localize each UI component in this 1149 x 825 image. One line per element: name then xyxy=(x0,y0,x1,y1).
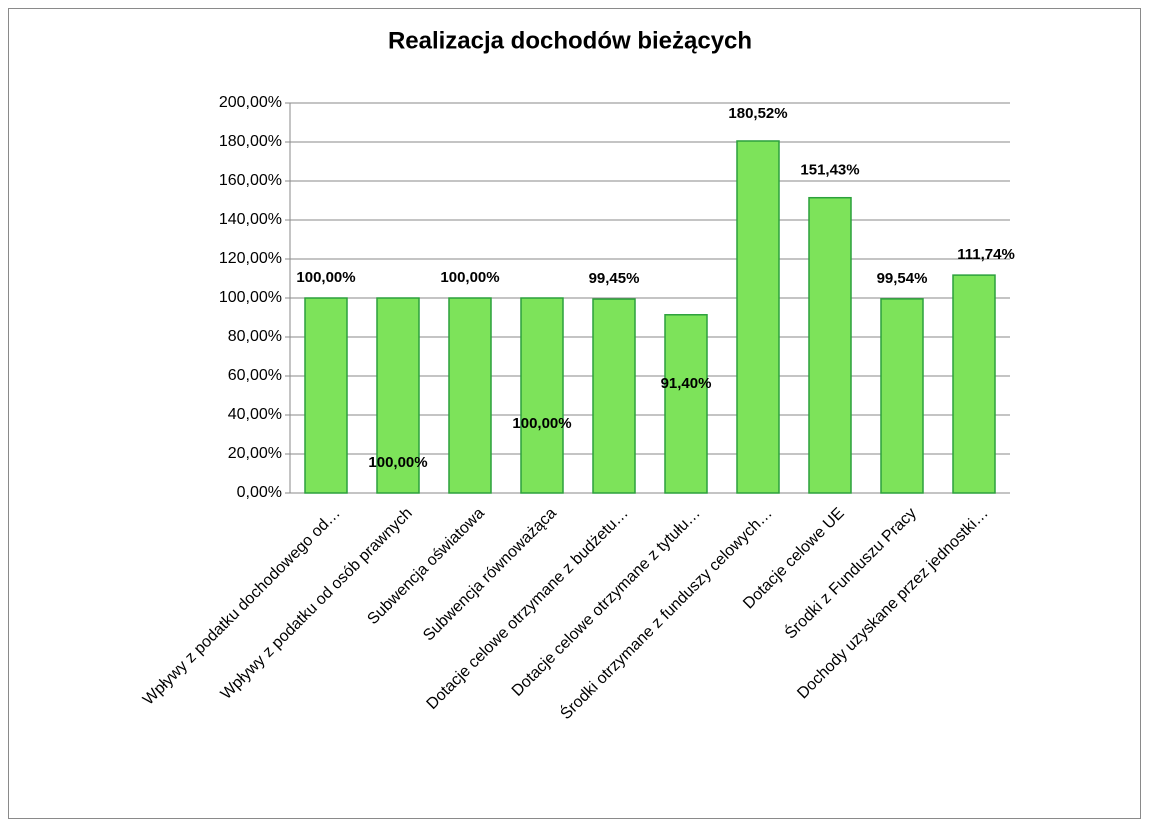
data-label: 99,45% xyxy=(589,270,640,287)
y-tick-label: 20,00% xyxy=(228,445,282,462)
data-label: 180,52% xyxy=(728,105,787,122)
data-label: 100,00% xyxy=(440,269,499,286)
data-label: 100,00% xyxy=(512,415,571,432)
bar xyxy=(592,298,636,494)
data-label: 100,00% xyxy=(368,454,427,471)
chart-frame xyxy=(8,8,1141,819)
y-tick-label: 0,00% xyxy=(237,484,282,501)
data-label: 91,40% xyxy=(661,375,712,392)
data-label: 100,00% xyxy=(296,269,355,286)
y-tick-label: 180,00% xyxy=(219,133,282,150)
bar xyxy=(520,297,564,494)
bar xyxy=(952,274,996,494)
y-tick-label: 40,00% xyxy=(228,406,282,423)
y-tick-label: 60,00% xyxy=(228,367,282,384)
bar xyxy=(664,314,708,494)
bar xyxy=(736,140,780,494)
bar xyxy=(448,297,492,494)
bar xyxy=(304,297,348,494)
y-tick-label: 80,00% xyxy=(228,328,282,345)
bar xyxy=(880,298,924,494)
y-tick-label: 100,00% xyxy=(219,289,282,306)
chart-title: Realizacja dochodów bieżących xyxy=(388,27,752,54)
bar xyxy=(376,297,420,494)
y-tick-label: 200,00% xyxy=(219,94,282,111)
y-tick-label: 140,00% xyxy=(219,211,282,228)
bar xyxy=(808,196,852,494)
y-tick-label: 160,00% xyxy=(219,172,282,189)
data-label: 151,43% xyxy=(800,162,859,179)
data-label: 111,74% xyxy=(957,246,1015,263)
y-tick-label: 120,00% xyxy=(219,250,282,267)
data-label: 99,54% xyxy=(877,270,928,287)
